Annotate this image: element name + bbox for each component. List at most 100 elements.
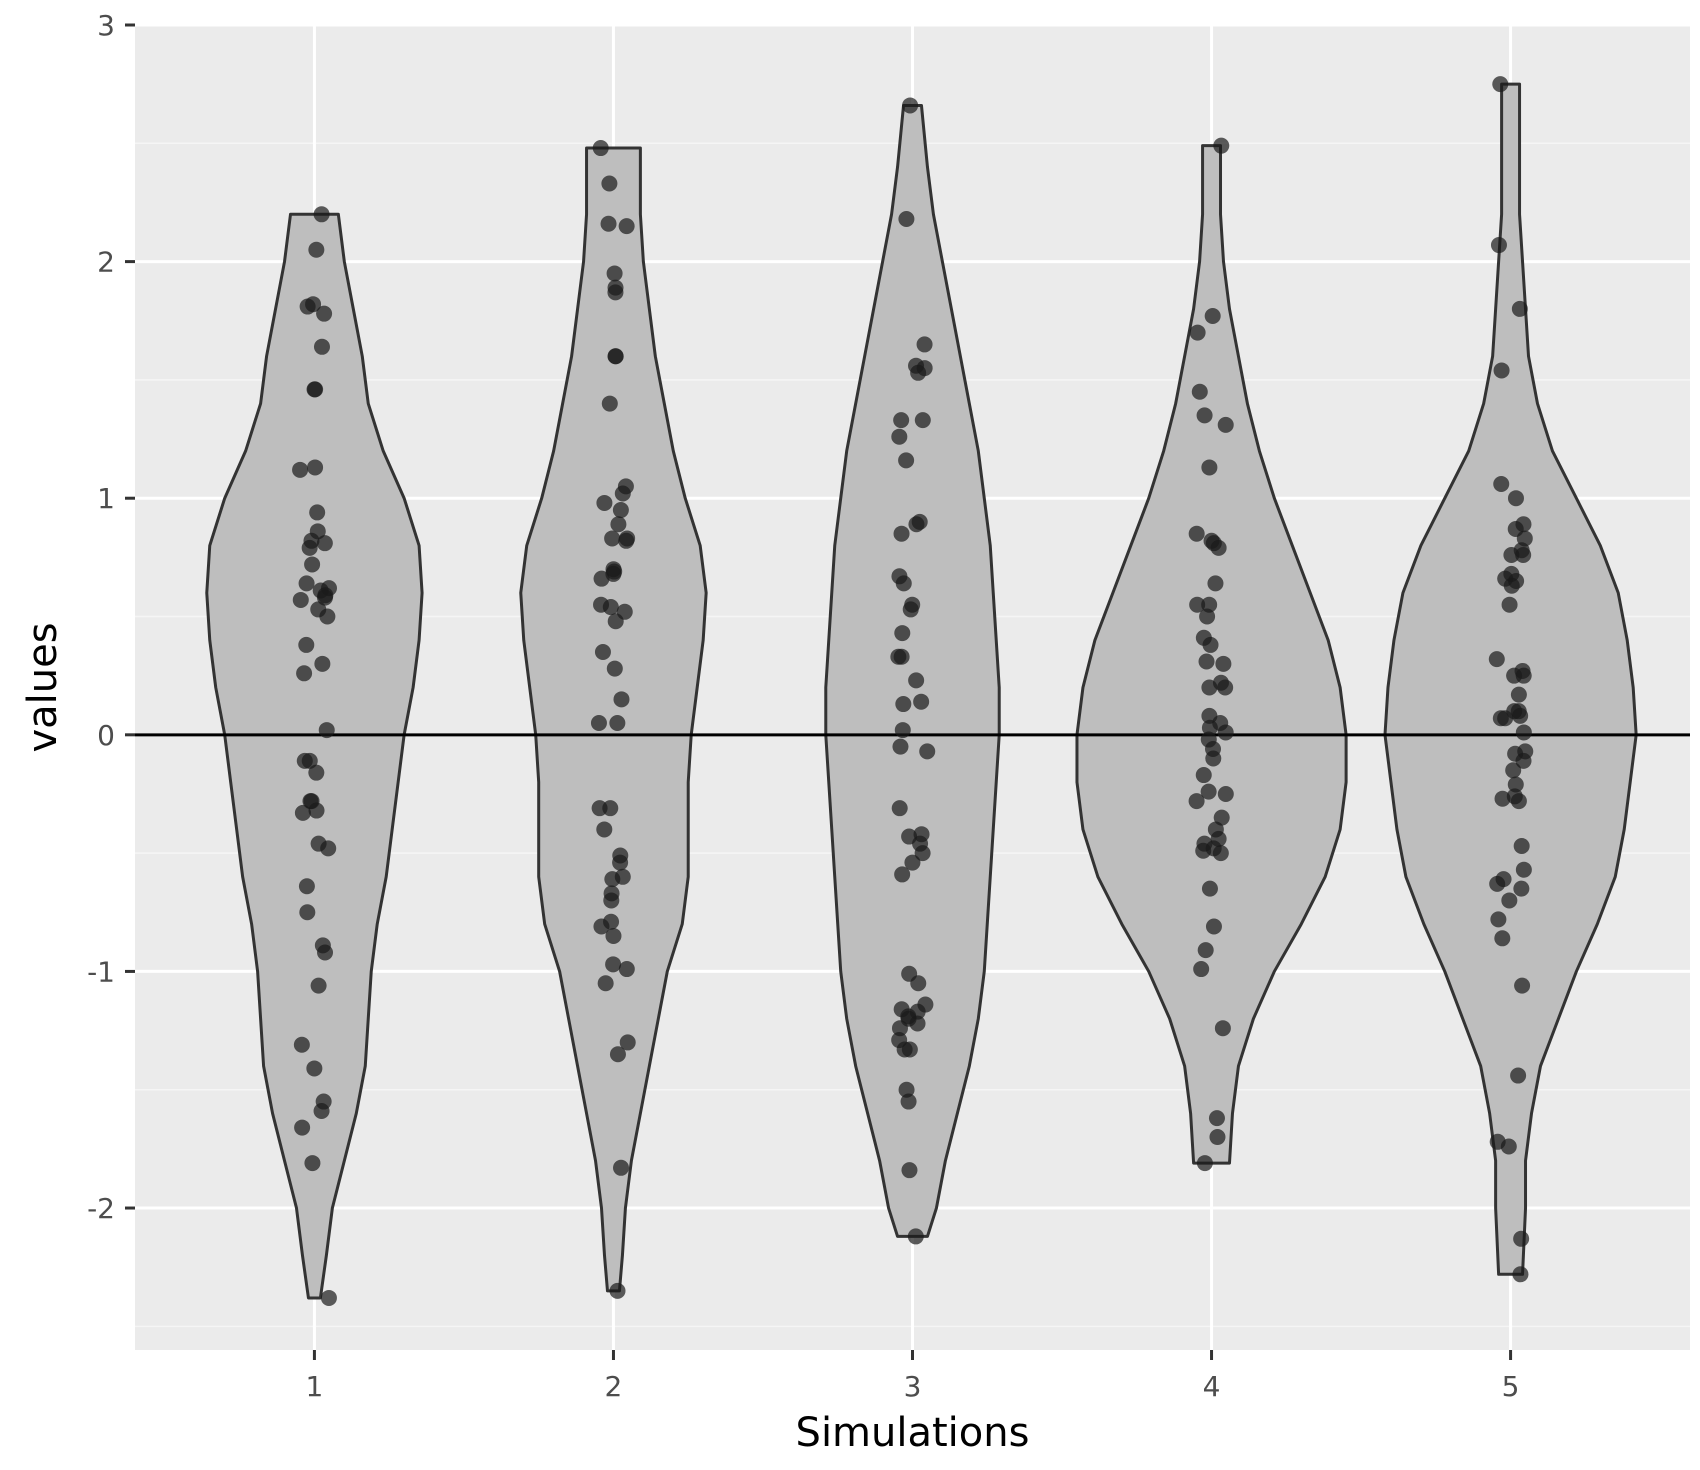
- x-axis: 1 2 3 4 5: [306, 1350, 1519, 1403]
- data-point: [606, 265, 623, 282]
- data-point: [313, 1103, 330, 1120]
- data-point: [908, 672, 925, 689]
- data-point: [1494, 790, 1511, 807]
- data-point: [1193, 961, 1210, 978]
- data-point: [894, 625, 911, 642]
- data-point: [1512, 1266, 1529, 1283]
- data-point: [292, 591, 309, 608]
- data-point: [304, 1155, 321, 1172]
- data-point: [1513, 880, 1530, 897]
- data-point: [1515, 752, 1532, 769]
- data-point: [1493, 476, 1510, 493]
- data-point: [602, 599, 619, 616]
- data-point: [1201, 596, 1218, 613]
- x-tick-label: 4: [1203, 1370, 1221, 1403]
- data-point: [619, 1034, 636, 1051]
- data-point: [613, 1159, 630, 1176]
- data-point: [910, 364, 927, 381]
- y-tick-label: 3: [97, 9, 115, 42]
- data-point: [1513, 1230, 1530, 1247]
- data-point: [596, 821, 613, 838]
- data-point: [916, 336, 933, 353]
- data-point: [1501, 892, 1518, 909]
- data-point: [1513, 838, 1530, 855]
- data-point: [607, 348, 624, 365]
- data-point: [613, 691, 630, 708]
- data-point: [1512, 707, 1529, 724]
- x-axis-title: Simulations: [796, 1410, 1030, 1456]
- y-tick-label: 2: [97, 246, 115, 279]
- data-point: [895, 696, 912, 713]
- data-point: [1204, 308, 1221, 325]
- data-point: [1493, 362, 1510, 379]
- data-point: [1188, 525, 1205, 542]
- data-point: [1515, 861, 1532, 878]
- data-point: [1208, 1110, 1225, 1127]
- data-point: [1196, 407, 1213, 424]
- data-point: [1503, 577, 1520, 594]
- data-point: [900, 1093, 917, 1110]
- data-point: [597, 975, 614, 992]
- data-point: [1191, 383, 1208, 400]
- data-point: [1202, 636, 1219, 653]
- data-point: [1510, 1067, 1527, 1084]
- data-point: [618, 532, 635, 549]
- data-point: [605, 927, 622, 944]
- data-point: [1507, 490, 1524, 507]
- data-point: [913, 693, 930, 710]
- data-point: [1209, 1129, 1226, 1146]
- data-point: [299, 298, 316, 315]
- y-axis-title: values: [20, 622, 66, 752]
- data-point: [618, 961, 635, 978]
- data-point: [914, 845, 931, 862]
- data-point: [1198, 653, 1215, 670]
- y-tick-label: 0: [97, 719, 115, 752]
- data-point: [1214, 1020, 1231, 1037]
- data-point: [316, 305, 333, 322]
- data-point: [1490, 237, 1507, 254]
- data-point: [296, 665, 313, 682]
- data-point: [602, 800, 619, 817]
- data-point: [604, 871, 621, 888]
- data-point: [919, 743, 936, 760]
- y-tick-label: 1: [97, 482, 115, 515]
- data-point: [320, 1289, 337, 1306]
- data-point: [609, 714, 626, 731]
- data-point: [298, 878, 315, 895]
- data-point: [907, 1228, 924, 1245]
- data-point: [1217, 785, 1234, 802]
- data-point: [892, 738, 909, 755]
- data-point: [607, 284, 624, 301]
- data-point: [301, 539, 318, 556]
- data-point: [904, 854, 921, 871]
- data-point: [914, 412, 931, 429]
- data-point: [307, 459, 324, 476]
- data-point: [1506, 667, 1523, 684]
- data-point: [607, 613, 624, 630]
- x-tick-label: 1: [306, 1370, 324, 1403]
- data-point: [316, 535, 333, 552]
- data-point: [308, 241, 325, 258]
- data-point: [1492, 76, 1509, 93]
- data-point: [612, 854, 629, 871]
- data-point: [1212, 845, 1229, 862]
- data-point: [1213, 809, 1230, 826]
- data-point: [320, 840, 337, 857]
- data-point: [600, 215, 617, 232]
- data-point: [605, 956, 622, 973]
- data-point: [609, 1046, 626, 1063]
- data-point: [891, 428, 908, 445]
- data-point: [891, 1020, 908, 1037]
- data-point: [307, 381, 324, 398]
- data-point: [1210, 539, 1227, 556]
- data-point: [894, 722, 911, 739]
- data-point: [293, 1036, 310, 1053]
- data-point: [308, 802, 325, 819]
- y-tick-label: -2: [87, 1192, 115, 1225]
- y-tick-label: -1: [87, 955, 115, 988]
- data-point: [1492, 710, 1509, 727]
- data-point: [1189, 324, 1206, 341]
- data-point: [1189, 596, 1206, 613]
- data-point: [298, 575, 315, 592]
